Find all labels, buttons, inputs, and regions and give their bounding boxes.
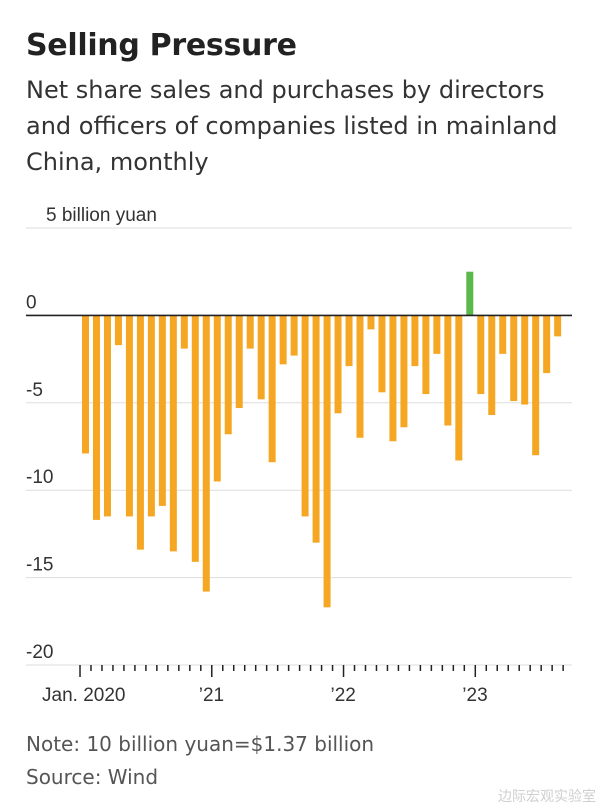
bar xyxy=(477,315,485,395)
bar xyxy=(422,315,430,395)
bar xyxy=(301,315,309,517)
x-tick-label: ’22 xyxy=(331,685,356,706)
axes xyxy=(26,314,572,677)
bar xyxy=(389,315,397,442)
footnote: Note: 10 billion yuan=$1.37 billion xyxy=(26,732,375,756)
bar xyxy=(334,315,342,414)
bar xyxy=(356,315,364,438)
x-tick-label: ’21 xyxy=(199,685,224,706)
bar xyxy=(246,315,254,349)
y-tick-label: 5 billion yuan xyxy=(46,205,157,226)
bar xyxy=(92,315,100,520)
bar xyxy=(114,315,122,346)
axis-labels: 5 billion yuan 0 -5 -10 -15 -20 Jan. 2020 ’21 ’2… xyxy=(26,205,488,706)
bars xyxy=(82,271,562,608)
watermark: 边际宏观实验室 xyxy=(498,789,596,805)
bar xyxy=(224,315,232,435)
bar xyxy=(433,315,441,354)
bar xyxy=(367,315,375,330)
bar xyxy=(400,315,408,428)
bar xyxy=(136,315,144,550)
x-tick-label: Jan. 2020 xyxy=(42,685,125,706)
bar xyxy=(488,315,496,416)
bar xyxy=(532,315,540,456)
bar xyxy=(455,315,463,461)
bar xyxy=(158,315,166,506)
bar xyxy=(521,315,529,405)
bar xyxy=(235,315,243,409)
bar xyxy=(411,315,419,367)
bar xyxy=(169,315,177,552)
bar xyxy=(279,315,287,365)
y-tick-label: -5 xyxy=(26,380,43,401)
chart-title: Selling Pressure xyxy=(26,28,297,63)
bar xyxy=(213,315,221,482)
source-credit: Source: Wind xyxy=(26,765,159,789)
bar xyxy=(312,315,320,543)
bar xyxy=(323,315,331,608)
y-tick-label: -15 xyxy=(26,555,53,576)
x-tick-label: ’23 xyxy=(462,685,487,706)
bar xyxy=(202,315,210,592)
y-tick-label: -20 xyxy=(26,642,53,663)
bar xyxy=(290,315,298,356)
bar xyxy=(147,315,155,517)
bar xyxy=(466,271,474,316)
bar xyxy=(103,315,111,517)
bar xyxy=(257,315,265,400)
bar xyxy=(180,315,188,349)
bar xyxy=(444,315,452,426)
bar xyxy=(499,315,507,354)
bar xyxy=(345,315,353,367)
bar xyxy=(543,315,551,374)
bar xyxy=(378,315,386,393)
bar-chart: 5 billion yuan 0 -5 -10 -15 -20 Jan. 2020 ’21 ’2… xyxy=(26,205,572,706)
bar xyxy=(125,315,133,517)
chart-subtitle: Net share sales and purchases by directo… xyxy=(26,76,558,176)
y-tick-label: 0 xyxy=(26,292,37,313)
y-tick-label: -10 xyxy=(26,467,53,488)
bar xyxy=(554,315,562,337)
bar xyxy=(191,315,199,562)
bar xyxy=(510,315,518,402)
bar xyxy=(82,315,89,454)
bar xyxy=(268,315,276,463)
